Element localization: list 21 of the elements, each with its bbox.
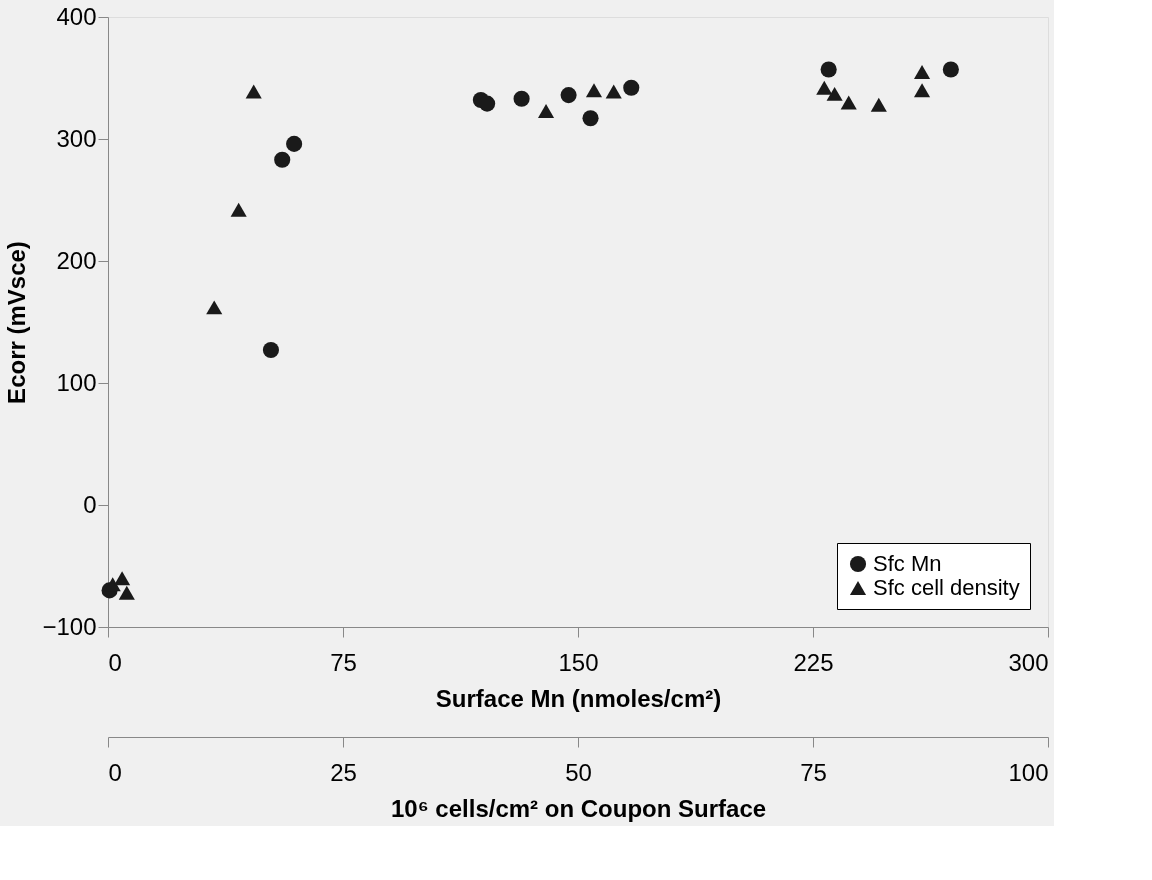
x-tick-label: 75	[330, 648, 357, 676]
y-tick-label: 300	[56, 124, 97, 152]
x-tick-label: 150	[558, 648, 599, 676]
x2-tick-label: 50	[565, 758, 592, 786]
y-tick-label: 100	[56, 368, 97, 396]
x-axis-title: Surface Mn (nmoles/cm²)	[435, 684, 722, 712]
legend-label: Sfc cell density	[873, 575, 1020, 600]
x2-tick-label: 100	[1008, 758, 1049, 786]
x2-axis-title: 10⁶ cells/cm² on Coupon Surface	[390, 794, 767, 822]
y-tick-label: 200	[56, 246, 97, 274]
x-tick-label: 300	[1008, 648, 1049, 676]
x-tick-label: 225	[793, 648, 834, 676]
legend-label: Sfc Mn	[873, 551, 942, 576]
y-axis-title: Ecorr (mVsce)	[3, 241, 31, 404]
x2-tick-label: 25	[330, 758, 357, 786]
x2-tick-label: 75	[800, 758, 827, 786]
y-tick-label: 400	[56, 2, 97, 30]
y-tick-label: 0	[83, 490, 97, 518]
x2-tick-label: 0	[108, 758, 122, 786]
y-tick-label: −100	[42, 612, 97, 640]
x-tick-label: 0	[108, 648, 122, 676]
